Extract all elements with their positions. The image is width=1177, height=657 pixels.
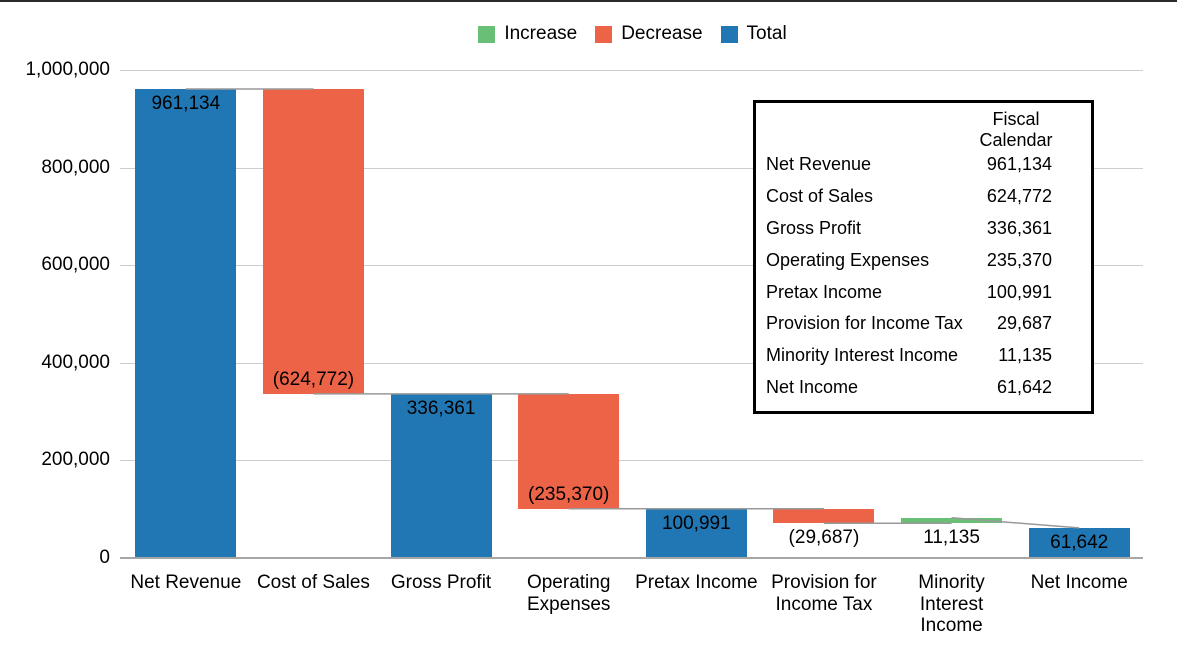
table-row-operating-expenses: Operating Expenses 235,370 [756, 244, 1091, 276]
y-axis-tick-label: 400,000 [41, 351, 110, 373]
legend-item-label: Total [746, 23, 787, 44]
table-row-value: 61,642 [996, 376, 1052, 397]
table-row-value: 624,772 [986, 186, 1052, 207]
table-row-net-revenue: Net Revenue 961,134 [756, 149, 1091, 181]
table-row-label: Pretax Income [766, 281, 883, 302]
table-row-net-income: Net Income 61,642 [756, 372, 1091, 404]
table-header-line2: Calendar [979, 130, 1053, 150]
gridline [120, 460, 1143, 462]
fiscal-calendar-table: Fiscal Calendar Net Revenue 961,134 Cost o… [753, 100, 1094, 414]
legend-item-label: Increase [504, 23, 578, 44]
table-row-label: Provision for Income Tax [766, 313, 963, 334]
legend-item-label: Decrease [621, 23, 703, 44]
table-row-label: Gross Profit [766, 217, 862, 238]
y-axis-tick-label: 200,000 [41, 449, 110, 471]
table-row-value: 29,687 [996, 313, 1052, 334]
table-row-label: Net Income [766, 376, 859, 397]
bar-cost-of-sales [262, 88, 364, 394]
x-axis-label-operating-expenses: Operating Expenses [526, 572, 611, 615]
bar-minority-interest-income [901, 517, 1003, 524]
table-row-cost-of-sales: Cost of Sales 624,772 [756, 181, 1091, 213]
x-axis-label-net-revenue: Net Revenue [130, 572, 242, 593]
bar-pretax-income [645, 508, 747, 558]
bar-operating-expenses [518, 393, 620, 509]
legend-increase-swatch-icon [478, 25, 496, 43]
bar-value-label-net-revenue: 961,134 [151, 92, 221, 114]
gridline [120, 265, 1143, 267]
table-header-row: Fiscal Calendar [756, 109, 1091, 150]
bar-value-label-minority-interest-income: 11,135 [923, 527, 980, 549]
bar-value-label-gross-profit: 336,361 [406, 397, 476, 419]
table-row-label: Minority Interest Income [766, 345, 959, 366]
bar-value-label-net-income: 61,642 [1050, 531, 1109, 553]
legend-item-total: Total [720, 22, 787, 46]
x-axis-label-cost-of-sales: Cost of Sales [256, 572, 370, 593]
bar-net-income [1028, 527, 1130, 558]
x-axis-label-minority-interest-income: Minority Interest Income [918, 572, 985, 636]
table-row-value: 961,134 [986, 154, 1052, 175]
y-axis-tick-label: 0 [99, 547, 110, 568]
fiscal-table-body: Net Revenue 961,134 Cost of Sales 624,772 Gr… [756, 149, 1091, 403]
table-row-value: 11,135 [998, 345, 1052, 366]
x-axis-label-provision-for-income-tax: Provision for Income Tax [771, 572, 877, 615]
y-axis-tick-label: 800,000 [41, 156, 110, 178]
table-header-line1: Fiscal [992, 109, 1040, 129]
legend-item-increase: Increase [478, 22, 577, 46]
legend-item-decrease: Decrease [595, 22, 703, 46]
window-top-edge [0, 0, 1177, 2]
legend-decrease-swatch-icon [595, 25, 613, 43]
table-row-value: 336,361 [986, 217, 1052, 238]
chart-legend: Increase Decrease Total [122, 22, 1143, 46]
x-axis-baseline [120, 557, 1143, 559]
table-row-label: Operating Expenses [766, 249, 930, 270]
gridline [120, 362, 1143, 364]
bar-net-revenue [135, 88, 237, 558]
gridline [120, 70, 1143, 71]
table-row-label: Cost of Sales [766, 186, 874, 207]
bar-provision-for-income-tax [773, 508, 875, 524]
bar-gross-profit [390, 393, 492, 558]
bar-value-label-cost-of-sales: (624,772) [272, 368, 355, 390]
y-axis-tick-label: 1,000,000 [25, 59, 110, 80]
gridline [120, 167, 1143, 169]
y-axis-tick-label: 600,000 [41, 254, 110, 276]
table-row-value: 235,370 [986, 249, 1052, 270]
x-axis-label-pretax-income: Pretax Income [635, 572, 758, 593]
bar-value-label-operating-expenses: (235,370) [528, 483, 610, 505]
table-header-fiscal-calendar: Fiscal Calendar [956, 109, 1076, 150]
legend-total-swatch-icon [720, 25, 738, 43]
table-row-gross-profit: Gross Profit 336,361 [756, 213, 1091, 245]
table-row-value: 100,991 [986, 281, 1052, 302]
x-axis-label-gross-profit: Gross Profit [390, 572, 492, 593]
table-row-label: Net Revenue [766, 154, 872, 175]
table-row-pretax-income: Pretax Income 100,991 [756, 276, 1091, 308]
table-row-minority-interest-income: Minority Interest Income 11,135 [756, 340, 1091, 372]
bar-value-label-provision-for-income-tax: (29,687) [788, 527, 860, 549]
x-axis-label-net-income: Net Income [1030, 572, 1128, 593]
table-row-provision-for-income-tax: Provision for Income Tax 29,687 [756, 308, 1091, 340]
bar-value-label-pretax-income: 100,991 [661, 512, 731, 534]
